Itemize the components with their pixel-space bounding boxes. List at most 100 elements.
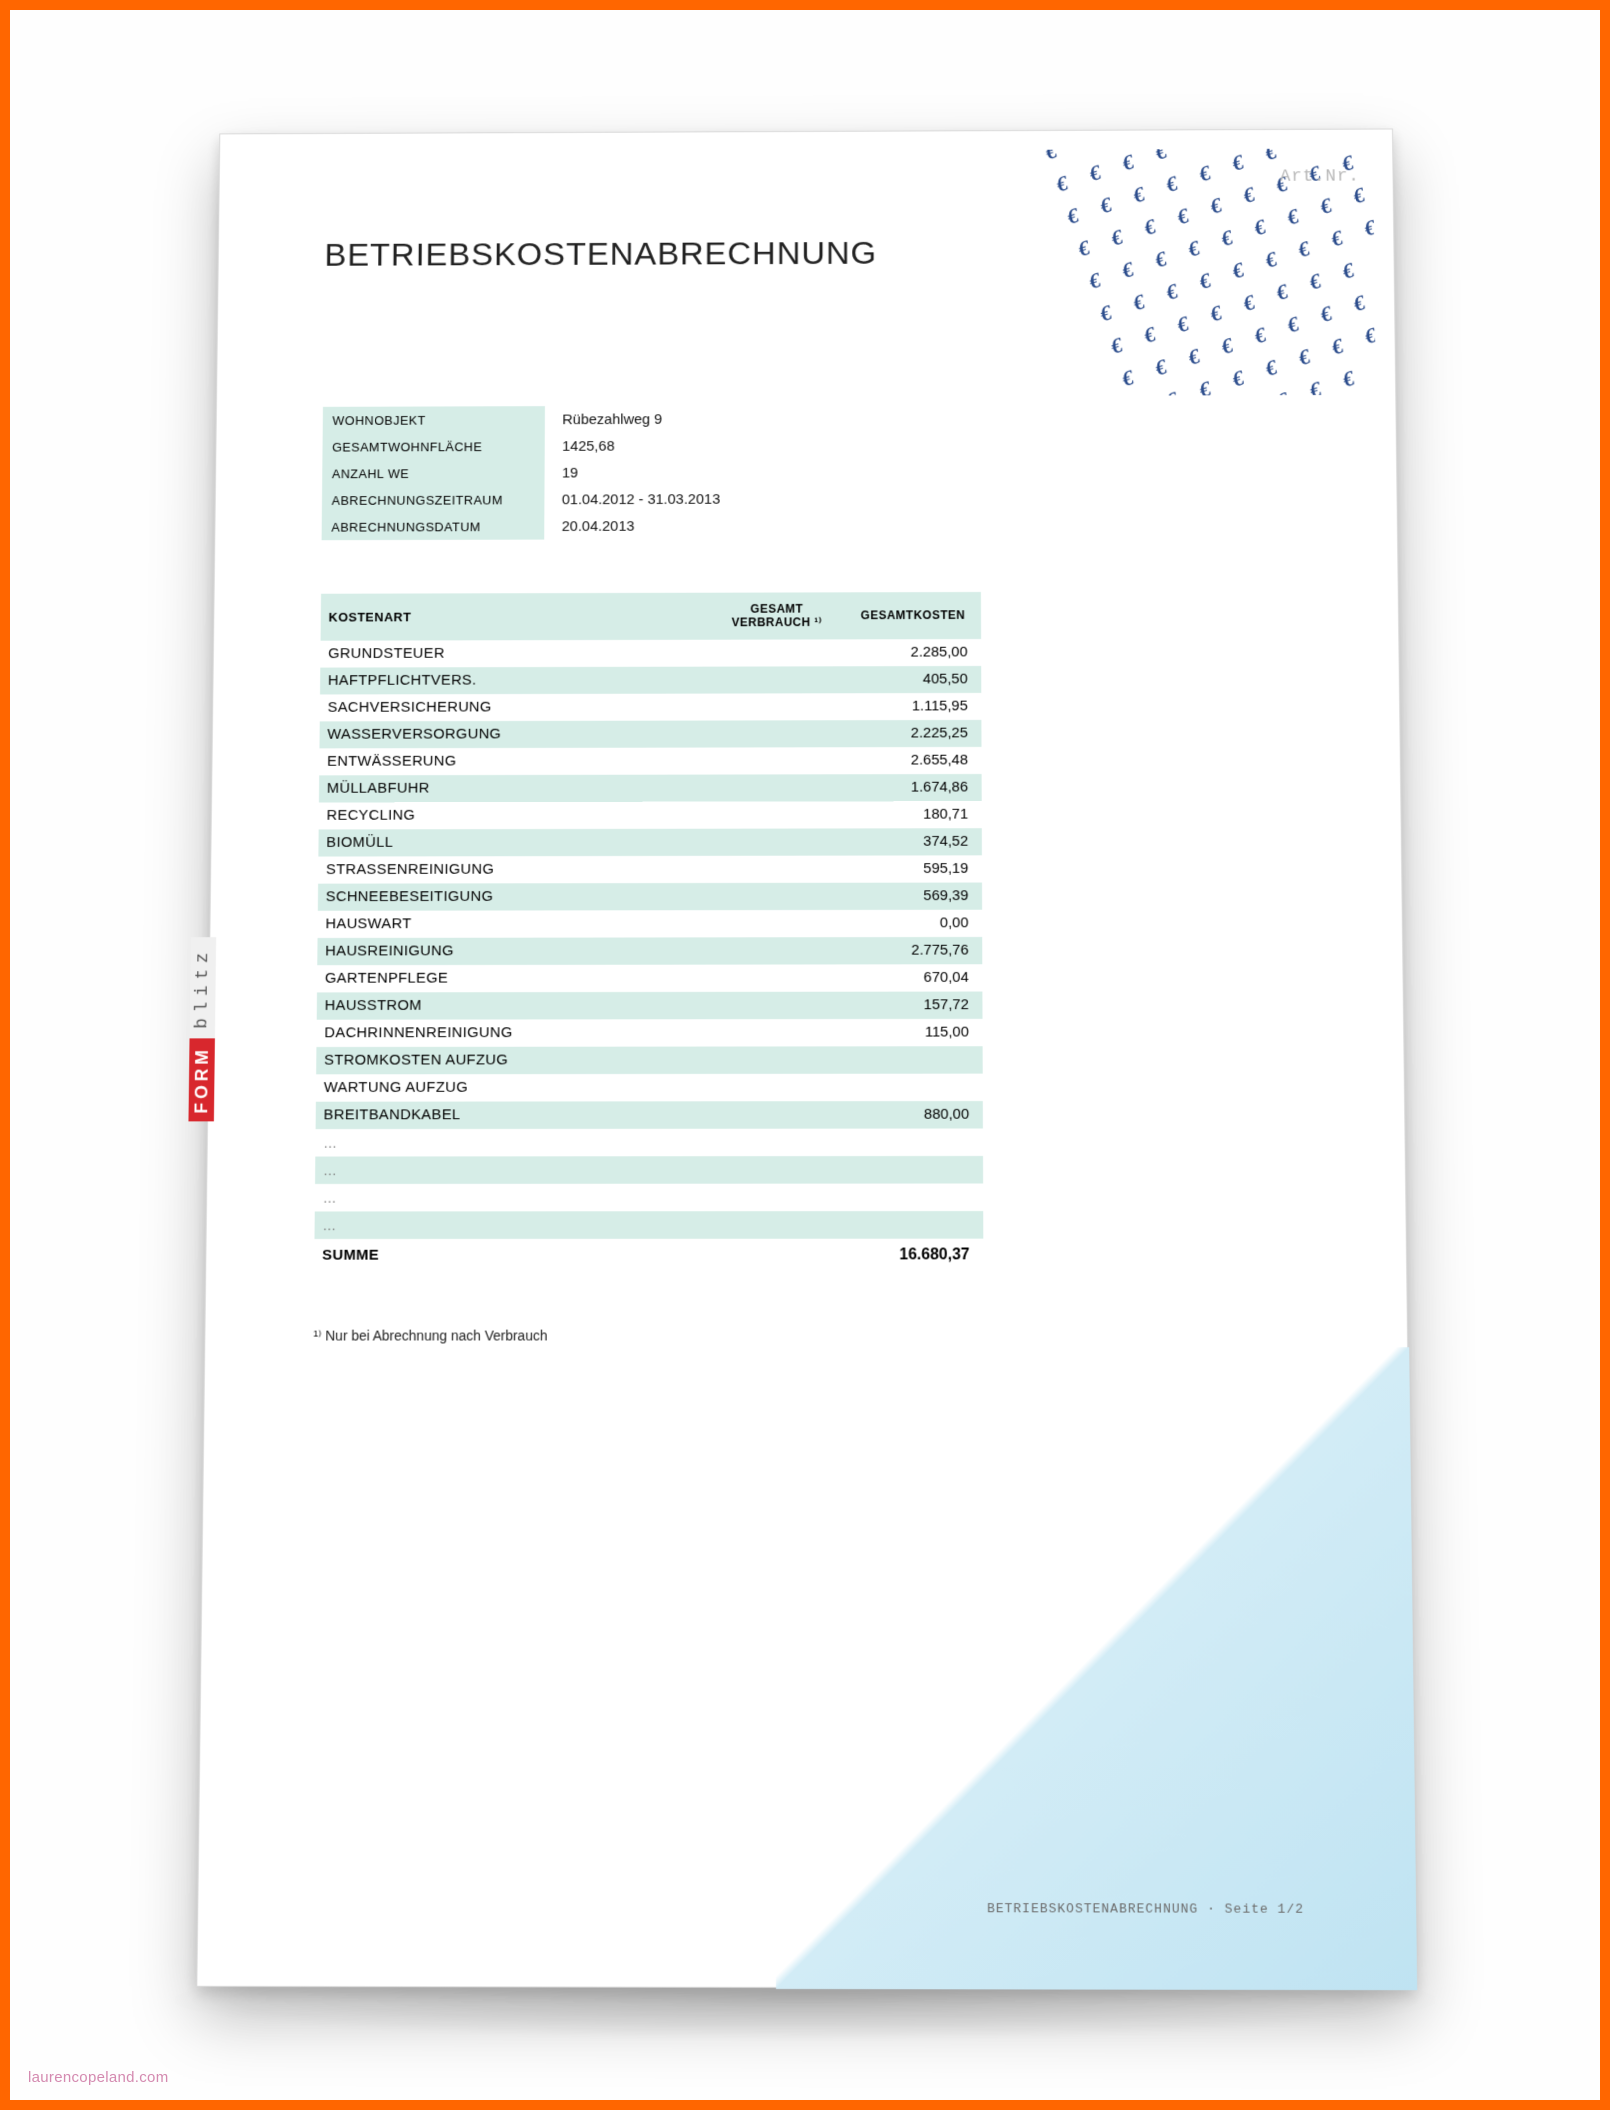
info-value: Rübezahlweg 9 bbox=[545, 405, 922, 433]
euro-icon: € bbox=[1151, 380, 1193, 396]
euro-icon: € bbox=[1294, 261, 1336, 302]
cost-name: HAFTPFLICHTVERS. bbox=[320, 666, 709, 694]
cost-usage bbox=[709, 720, 845, 747]
cost-row: BIOMÜLL374,52 bbox=[318, 828, 982, 856]
euro-icon: € bbox=[1284, 337, 1326, 378]
cost-usage bbox=[708, 801, 845, 828]
euro-icon: € bbox=[1360, 148, 1376, 173]
euro-icon: € bbox=[1140, 148, 1181, 172]
euro-icon: € bbox=[1140, 347, 1182, 388]
ellipsis: … bbox=[314, 1211, 707, 1239]
euro-icon: € bbox=[1317, 326, 1359, 367]
cost-total bbox=[845, 1211, 983, 1239]
cost-name: BREITBANDKABEL bbox=[316, 1101, 708, 1129]
cost-sum-row: SUMME16.680,37 bbox=[314, 1238, 983, 1268]
cost-total: 115,00 bbox=[845, 1019, 982, 1047]
document-title: BETRIEBSKOSTENABRECHNUNG bbox=[324, 234, 1287, 275]
euro-icon: € bbox=[1173, 337, 1215, 378]
cost-total: 880,00 bbox=[845, 1101, 983, 1129]
info-label: WOHNOBJEKT bbox=[323, 406, 545, 433]
cost-total bbox=[845, 1073, 983, 1101]
euro-icon: € bbox=[1339, 391, 1376, 396]
euro-icon: € bbox=[1045, 148, 1072, 172]
euro-icon: € bbox=[1217, 148, 1259, 183]
sum-usage bbox=[707, 1238, 845, 1268]
info-value: 20.04.2013 bbox=[544, 512, 922, 540]
euro-icon: € bbox=[1184, 369, 1226, 396]
euro-icon: € bbox=[1327, 251, 1369, 292]
costs-header-usage: GESAMTVERBRAUCH ¹⁾ bbox=[709, 592, 845, 639]
cost-total: 157,72 bbox=[845, 991, 982, 1019]
ellipsis: … bbox=[315, 1129, 707, 1157]
property-info-table: WOHNOBJEKTRübezahlweg 9GESAMTWOHNFLÄCHE1… bbox=[322, 405, 923, 540]
euro-icon: € bbox=[1195, 186, 1237, 227]
info-row: ABRECHNUNGSZEITRAUM01.04.2012 - 31.03.20… bbox=[322, 485, 923, 514]
info-label: ABRECHNUNGSDATUM bbox=[322, 513, 545, 540]
formblitz-brand-tab: FORM blitz bbox=[188, 937, 216, 1121]
cost-usage bbox=[708, 992, 845, 1019]
cost-usage bbox=[708, 910, 845, 937]
cost-usage bbox=[708, 774, 845, 801]
cost-usage bbox=[709, 693, 845, 720]
cost-total: 2.655,48 bbox=[845, 747, 982, 774]
cost-name: RECYCLING bbox=[319, 801, 709, 829]
cost-usage bbox=[708, 1211, 846, 1239]
euro-icon: € bbox=[1272, 197, 1314, 238]
info-value: 01.04.2012 - 31.03.2013 bbox=[544, 485, 922, 513]
euro-icon: € bbox=[1250, 348, 1292, 389]
cost-name: MÜLLABFUHR bbox=[319, 774, 709, 802]
cost-row: HAUSREINIGUNG2.775,76 bbox=[317, 937, 982, 965]
euro-icon: € bbox=[1349, 208, 1376, 249]
page-fold-corner bbox=[776, 1347, 1417, 1990]
euro-icon: € bbox=[1052, 196, 1093, 237]
euro-icon: € bbox=[1063, 148, 1104, 161]
cost-name: HAUSSTROM bbox=[317, 992, 708, 1020]
cost-total bbox=[845, 1046, 982, 1074]
euro-icon: € bbox=[1261, 272, 1303, 313]
cost-row: HAUSWART0,00 bbox=[318, 910, 983, 938]
euro-icon: € bbox=[1151, 164, 1193, 205]
euro-icon: € bbox=[1371, 165, 1376, 206]
euro-icon: € bbox=[1339, 283, 1376, 324]
page-footer: BETRIEBSKOSTENABRECHNUNG · Seite 1/2 bbox=[987, 1901, 1304, 1917]
cost-usage bbox=[708, 964, 845, 991]
cost-name: GRUNDSTEUER bbox=[320, 640, 708, 668]
cost-row: WARTUNG AUFZUG bbox=[316, 1073, 983, 1101]
cost-usage bbox=[709, 666, 845, 693]
info-label: GESAMTWOHNFLÄCHE bbox=[322, 433, 544, 460]
page-wrap: €€€€€€€€€€€€€€€€€€€€€€€€€€€€€€€€€€€€€€€€… bbox=[195, 88, 1415, 1988]
cost-total: 2.775,76 bbox=[845, 937, 982, 964]
cost-row-empty: … bbox=[315, 1128, 983, 1156]
euro-icon: € bbox=[1118, 175, 1160, 216]
euro-icon: € bbox=[1107, 148, 1148, 183]
cost-usage bbox=[708, 828, 845, 855]
cost-usage bbox=[708, 1101, 846, 1129]
euro-icon: € bbox=[1206, 148, 1248, 151]
footnote: ¹⁾ Nur bei Abrechnung nach Verbrauch bbox=[313, 1327, 1298, 1344]
cost-total: 0,00 bbox=[845, 910, 982, 937]
cost-total: 180,71 bbox=[845, 801, 982, 828]
cost-total bbox=[845, 1128, 983, 1156]
ellipsis: … bbox=[315, 1156, 708, 1184]
brand-part-form: FORM bbox=[188, 1038, 214, 1121]
euro-icon: € bbox=[1305, 186, 1347, 227]
cost-name: GARTENPFLEGE bbox=[317, 964, 708, 992]
euro-icon: € bbox=[1316, 218, 1358, 259]
costs-header-kind: KOSTENART bbox=[321, 593, 709, 641]
cost-row: WASSERVERSORGUNG2.225,25 bbox=[319, 720, 981, 748]
cost-total: 595,19 bbox=[845, 855, 982, 882]
euro-icon: € bbox=[1074, 153, 1115, 193]
cost-row: GRUNDSTEUER2.285,00 bbox=[320, 639, 981, 668]
cost-row-empty: … bbox=[315, 1156, 983, 1184]
cost-usage bbox=[709, 639, 845, 666]
stage: €€€€€€€€€€€€€€€€€€€€€€€€€€€€€€€€€€€€€€€€… bbox=[10, 10, 1600, 2100]
euro-icon: € bbox=[1228, 175, 1270, 216]
info-row: ANZAHL WE19 bbox=[322, 458, 922, 487]
info-label: ANZAHL WE bbox=[322, 459, 545, 486]
info-row: WOHNOBJEKTRübezahlweg 9 bbox=[323, 405, 923, 434]
cost-usage bbox=[708, 1019, 845, 1047]
euro-icon: € bbox=[1195, 293, 1237, 334]
cost-total bbox=[845, 1183, 983, 1211]
article-number-label: Art.Nr. bbox=[1280, 167, 1360, 186]
cost-row: BREITBANDKABEL 880,00 bbox=[316, 1101, 983, 1129]
